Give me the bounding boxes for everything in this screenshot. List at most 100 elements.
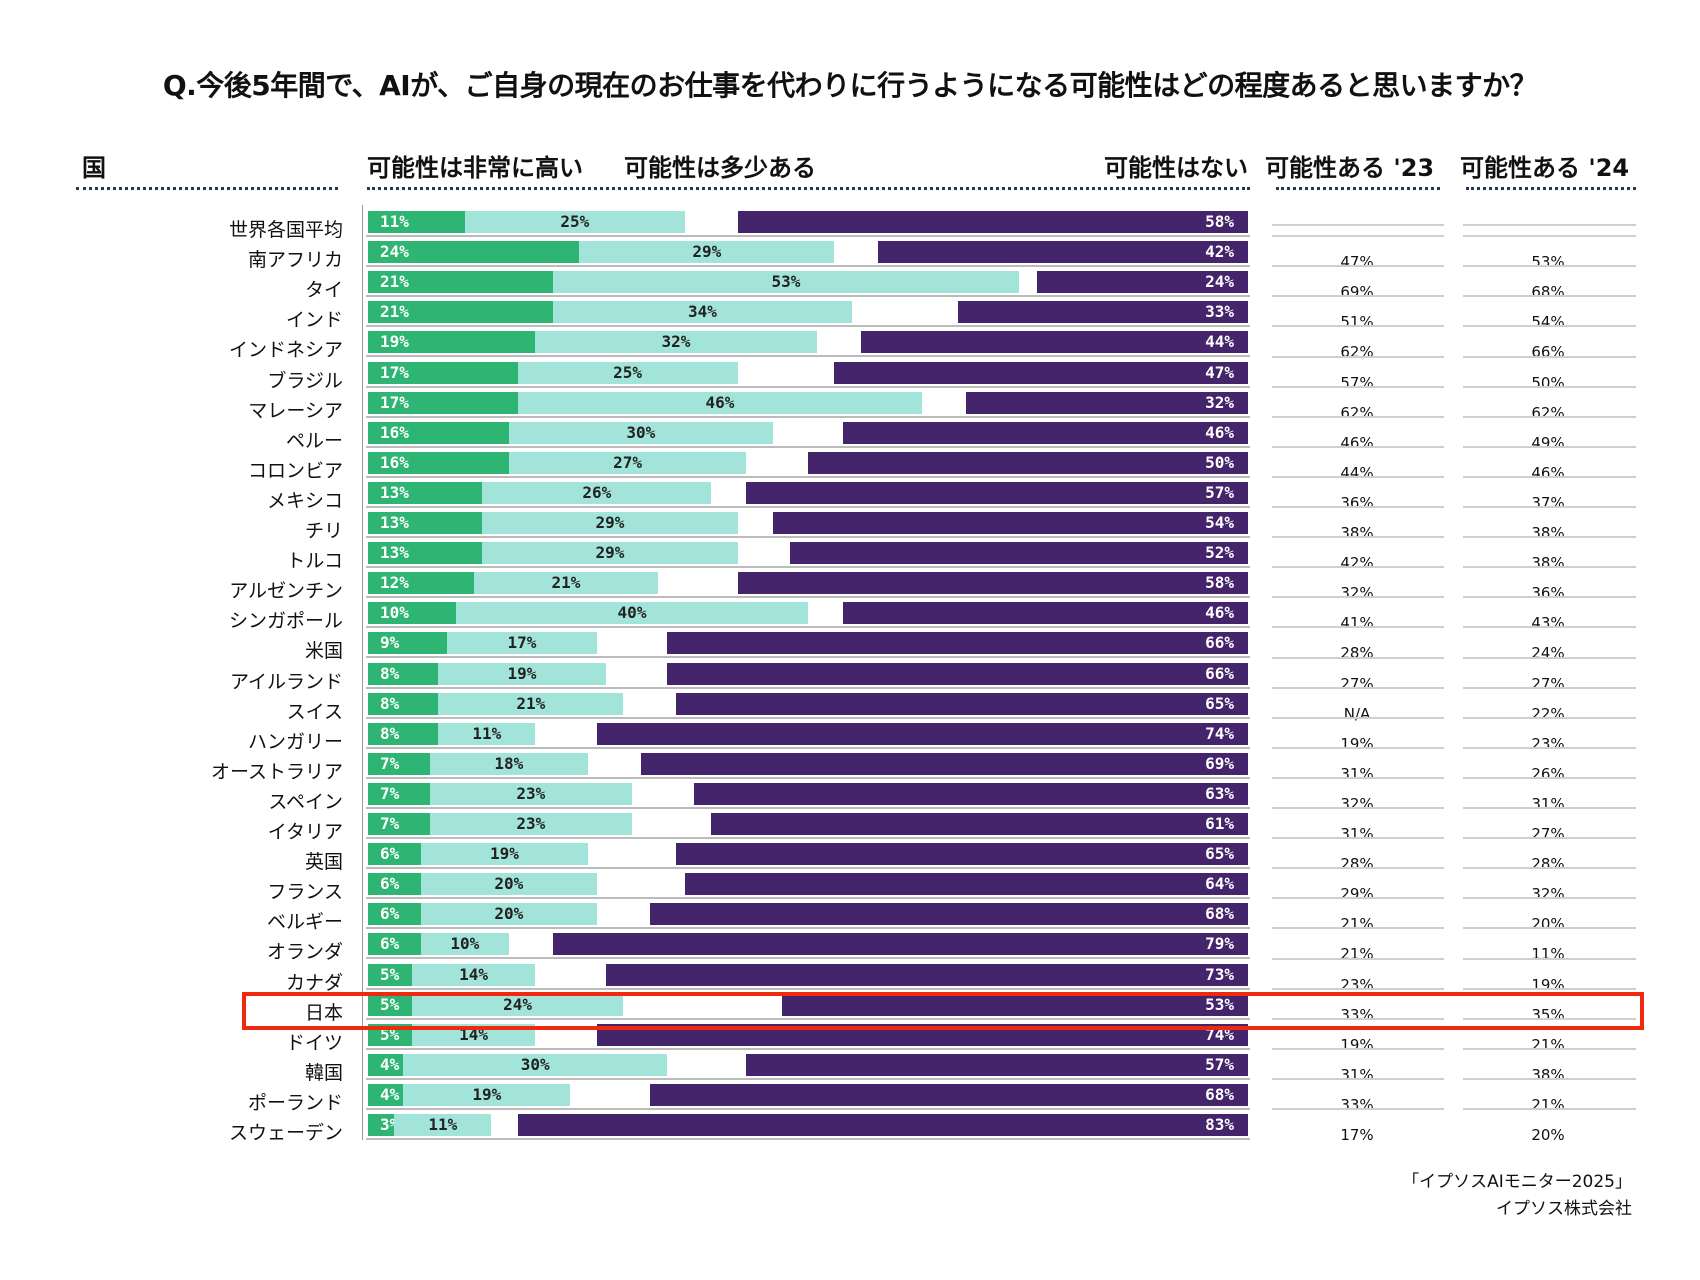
bar-none: 24%: [1036, 271, 1248, 294]
row-divider-2024: [1463, 867, 1636, 870]
row-divider: [366, 445, 1250, 448]
bar-none: 68%: [649, 1083, 1248, 1106]
value-2024: 21%: [1531, 1095, 1565, 1114]
bar-somewhat: 29%: [482, 542, 738, 565]
row-divider-2023: [1272, 686, 1444, 689]
country-label: マレーシア: [248, 399, 343, 422]
table-row: カナダ 5% 14% 73% 23% 19%: [0, 957, 1700, 994]
table-row: ベルギー 6% 20% 68% 21% 20%: [0, 897, 1700, 933]
divider-2023: [1276, 187, 1440, 190]
bar-very-high: 6%: [368, 903, 421, 926]
row-divider: [366, 746, 1250, 749]
table-row: シンガポール 10% 40% 46% 41% 43%: [0, 596, 1700, 632]
row-divider-2024: [1463, 626, 1636, 629]
row-divider-2023: [1272, 385, 1444, 388]
value-2023: 36%: [1340, 493, 1374, 512]
bar-somewhat: 29%: [579, 241, 835, 264]
bar-none: 57%: [746, 481, 1248, 504]
row-divider: [366, 265, 1250, 268]
country-label: 韓国: [304, 1061, 343, 1084]
row-divider: [366, 867, 1250, 870]
value-2024: 46%: [1531, 463, 1565, 482]
row-divider-2024: [1463, 656, 1636, 659]
country-label: ドイツ: [285, 1031, 343, 1054]
row-divider-2024: [1463, 235, 1636, 238]
row-divider: [366, 656, 1250, 659]
country-label: チリ: [304, 520, 343, 542]
bar-somewhat: 14%: [412, 963, 536, 986]
bar-very-high: 13%: [368, 512, 483, 534]
table-row: 英国 6% 19% 65% 28% 28%: [0, 837, 1700, 873]
row-divider-2024: [1463, 265, 1636, 268]
value-2024: 38%: [1531, 1065, 1565, 1084]
value-2023: 46%: [1340, 433, 1374, 452]
bar-very-high: 8%: [368, 692, 439, 715]
bar-very-high: 8%: [368, 662, 439, 685]
bar-very-high: 11%: [368, 211, 465, 233]
row-divider: [366, 927, 1250, 930]
row-divider-2024: [1463, 1047, 1636, 1050]
bar-none: 64%: [684, 873, 1248, 896]
bar-none: 61%: [711, 813, 1248, 835]
country-label: アルゼンチン: [229, 580, 343, 603]
row-divider-2024: [1463, 355, 1636, 358]
row-divider-2023: [1272, 867, 1444, 870]
bar-somewhat: 26%: [482, 481, 712, 504]
country-label: イタリア: [267, 821, 343, 843]
bar-somewhat: 20%: [420, 873, 597, 896]
country-label: オーストラリア: [210, 760, 343, 783]
value-2023: 32%: [1340, 794, 1374, 813]
row-divider: [366, 626, 1250, 629]
bar-none: 65%: [676, 843, 1248, 866]
row-divider-2024: [1463, 1108, 1636, 1110]
bar-very-high: 13%: [368, 542, 483, 565]
row-divider-2023: [1272, 445, 1444, 448]
bar-somewhat: 29%: [482, 512, 738, 534]
header-very-high: 可能性は非常に高い: [367, 154, 583, 182]
bar-somewhat: 25%: [517, 361, 738, 384]
bar-none: 33%: [957, 301, 1248, 324]
country-label: スイス: [286, 700, 343, 723]
row-divider-2024: [1463, 224, 1636, 226]
row-divider: [366, 566, 1250, 569]
divider-bars: [367, 187, 1250, 190]
bar-very-high: 7%: [368, 782, 430, 805]
bar-very-high: 6%: [368, 873, 421, 896]
bar-somewhat: 23%: [429, 782, 632, 805]
header-2024: 可能性ある '24: [1460, 154, 1630, 182]
country-label: 世界各国平均: [228, 219, 343, 241]
row-divider-2024: [1463, 746, 1636, 749]
row-divider: [366, 505, 1250, 508]
bar-very-high: 17%: [368, 361, 518, 384]
value-2023: 32%: [1340, 584, 1374, 603]
bar-somewhat: 21%: [473, 572, 659, 595]
value-2024: 38%: [1531, 554, 1565, 573]
row-divider-2023: [1272, 987, 1444, 990]
value-2023: 33%: [1340, 1095, 1374, 1114]
table-row: 南アフリカ 24% 29% 42% 47% 53%: [0, 235, 1700, 272]
value-2024: 19%: [1531, 975, 1565, 994]
value-2024: 53%: [1531, 253, 1565, 272]
country-label: 南アフリカ: [247, 249, 343, 272]
row-divider: [366, 355, 1250, 358]
bar-none: 54%: [772, 512, 1248, 534]
row-divider-2023: [1272, 626, 1444, 629]
bar-very-high: 16%: [368, 421, 509, 444]
value-2023: 69%: [1340, 283, 1374, 302]
country-label: メキシコ: [266, 489, 343, 512]
value-2024: 21%: [1531, 1035, 1565, 1054]
country-label: アイルランド: [229, 670, 343, 693]
bar-none: 73%: [605, 963, 1248, 986]
row-divider-2024: [1463, 415, 1636, 418]
country-label: ペルー: [285, 429, 343, 452]
value-2023: 47%: [1340, 253, 1374, 272]
row-divider: [366, 475, 1250, 478]
country-label: スウェーデン: [228, 1122, 343, 1144]
bar-very-high: 4%: [368, 1053, 404, 1076]
bar-very-high: 12%: [368, 572, 474, 595]
row-divider-2023: [1272, 475, 1444, 478]
value-2023: 19%: [1340, 1035, 1374, 1054]
value-2023: 38%: [1340, 524, 1374, 542]
row-divider-2024: [1463, 837, 1636, 840]
bar-somewhat: 25%: [464, 211, 685, 233]
